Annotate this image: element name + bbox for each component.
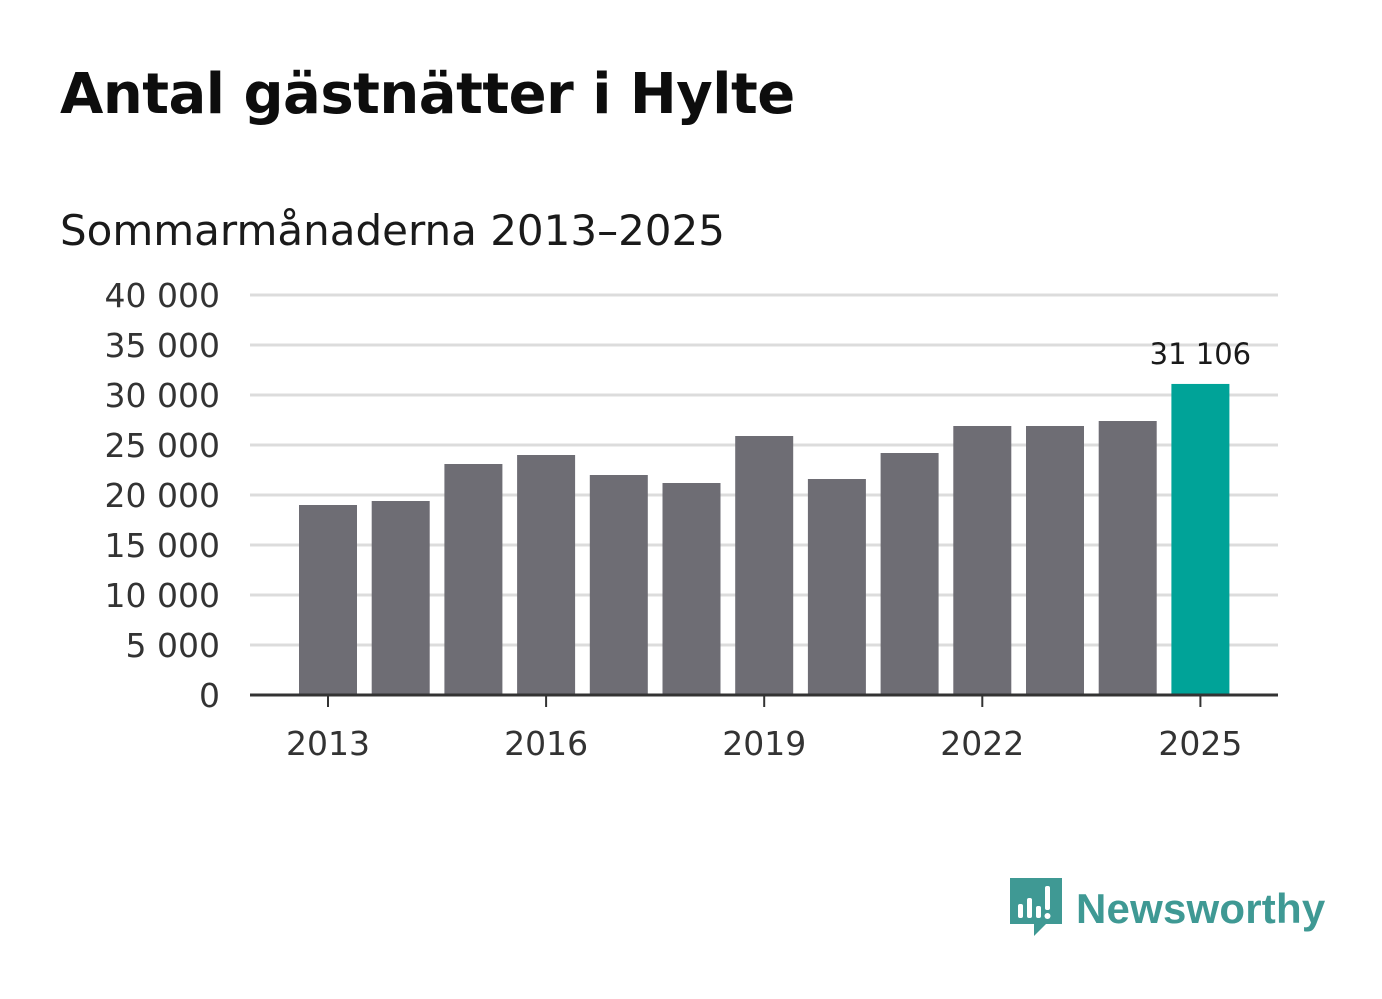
- y-axis-tick-labels: 0 5 000 10 000 15 000 20 000 25 000 30 000 35 0…: [105, 276, 220, 715]
- bar-2022: [953, 426, 1012, 695]
- bar-2014: [371, 501, 430, 695]
- x-axis-tick-labels: 2013 2016 2019 2022 2025: [286, 724, 1242, 763]
- newsworthy-logo-icon: [1010, 878, 1062, 936]
- y-tick-label: 10 000: [105, 576, 220, 615]
- bar-2016: [517, 455, 576, 695]
- bar-2020: [807, 479, 866, 695]
- bar-2017: [589, 475, 648, 695]
- x-tick-label: 2022: [940, 724, 1024, 763]
- y-tick-label: 25 000: [105, 426, 220, 465]
- y-tick-label: 0: [199, 676, 220, 715]
- y-tick-label: 40 000: [105, 276, 220, 315]
- y-tick-label: 20 000: [105, 476, 220, 515]
- y-tick-label: 15 000: [105, 526, 220, 565]
- x-tick-label: 2025: [1158, 724, 1242, 763]
- bar-2021: [880, 453, 939, 695]
- y-tick-label: 35 000: [105, 326, 220, 365]
- brand-logo: Newsworthy: [1010, 878, 1325, 940]
- data-labels: 31 106: [1150, 337, 1251, 371]
- bar-2018: [662, 483, 721, 695]
- x-axis: [250, 693, 1278, 707]
- brand-name: Newsworthy: [1076, 885, 1326, 932]
- data-label: 31 106: [1150, 337, 1251, 371]
- bar-2015: [444, 464, 503, 695]
- x-tick-label: 2013: [286, 724, 370, 763]
- bar-2023: [1026, 426, 1084, 695]
- x-tick-label: 2019: [722, 724, 806, 763]
- bar-2013: [299, 505, 357, 695]
- bar-2019: [735, 436, 794, 695]
- chart-subtitle: Sommarmånaderna 2013–2025: [60, 206, 725, 255]
- chart-title: Antal gästnätter i Hylte: [60, 62, 795, 127]
- bar-2024: [1098, 421, 1157, 695]
- x-tick-label: 2016: [504, 724, 588, 763]
- bar-2025: [1171, 383, 1230, 695]
- y-tick-label: 5 000: [126, 626, 220, 665]
- y-tick-label: 30 000: [105, 376, 220, 415]
- bars: [299, 383, 1230, 695]
